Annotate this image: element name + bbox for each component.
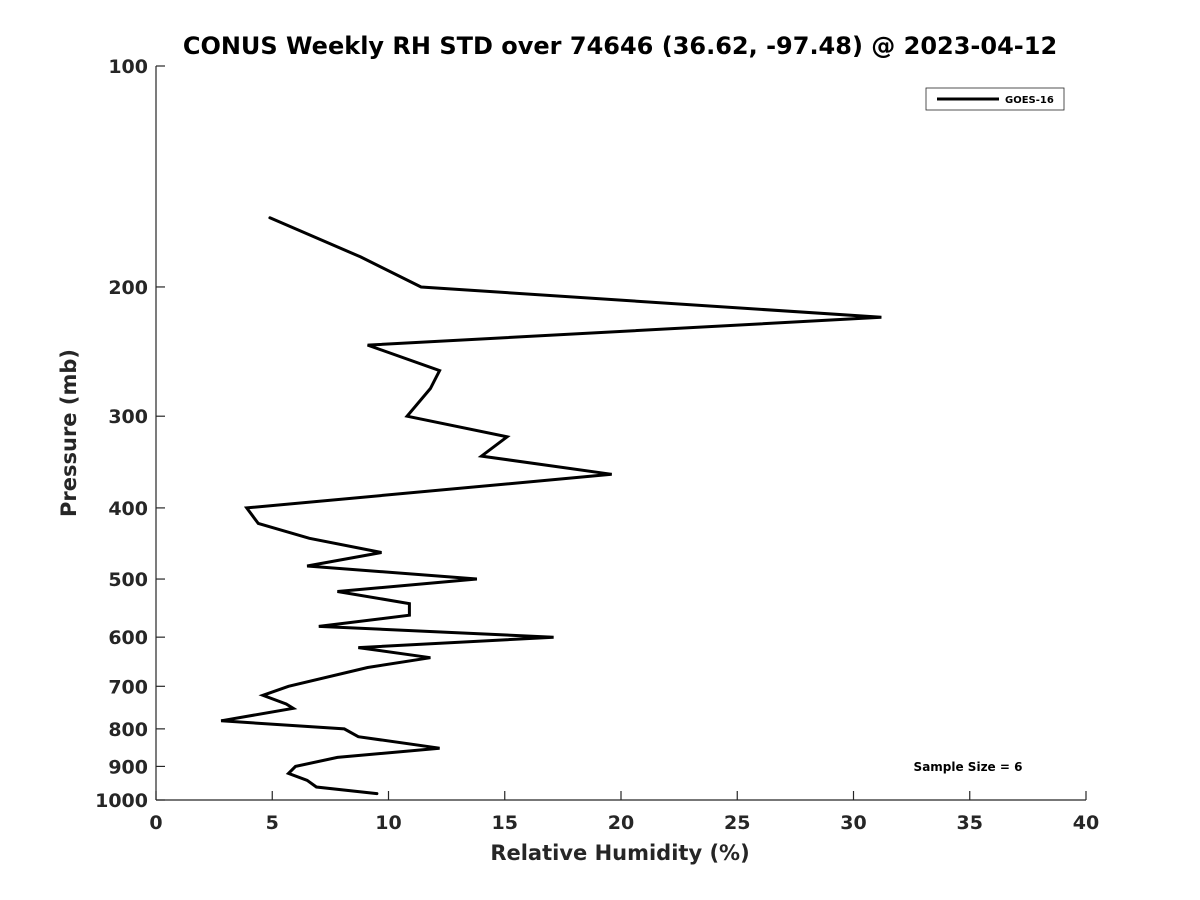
y-ticks: 100 200 300 400 500 600 700 800 900 1000 (95, 56, 165, 812)
chart-title: CONUS Weekly RH STD over 74646 (36.62, -… (183, 32, 1057, 60)
y-tick-label: 600 (108, 627, 148, 649)
x-tick-label: 30 (840, 812, 866, 834)
legend-label-goes-16: GOES-16 (1005, 95, 1054, 106)
y-tick-label: 200 (108, 277, 148, 299)
x-tick-label: 35 (957, 812, 983, 834)
legend: GOES-16 (925, 87, 1065, 111)
x-tick-label: 10 (375, 812, 401, 834)
series-group (220, 216, 882, 796)
y-axis-label: Pressure (mb) (57, 349, 81, 517)
y-tick-label: 900 (108, 756, 148, 778)
sample-size-annotation: Sample Size = 6 (914, 760, 1023, 774)
x-tick-label: 40 (1073, 812, 1099, 834)
y-tick-label: 1000 (95, 790, 148, 812)
x-tick-label: 0 (149, 812, 162, 834)
y-tick-label: 300 (108, 406, 148, 428)
y-tick-label: 400 (108, 498, 148, 520)
y-tick-label: 500 (108, 569, 148, 591)
x-axis-label: Relative Humidity (%) (490, 841, 749, 865)
series-line-goes-16 (220, 216, 882, 796)
x-tick-label: 5 (266, 812, 279, 834)
y-tick-label: 800 (108, 719, 148, 741)
x-ticks: 0 5 10 15 20 25 30 35 40 (149, 791, 1099, 834)
x-tick-label: 15 (492, 812, 518, 834)
y-tick-label: 700 (108, 676, 148, 698)
x-tick-label: 20 (608, 812, 634, 834)
x-tick-label: 25 (724, 812, 750, 834)
y-tick-label: 100 (108, 56, 148, 78)
